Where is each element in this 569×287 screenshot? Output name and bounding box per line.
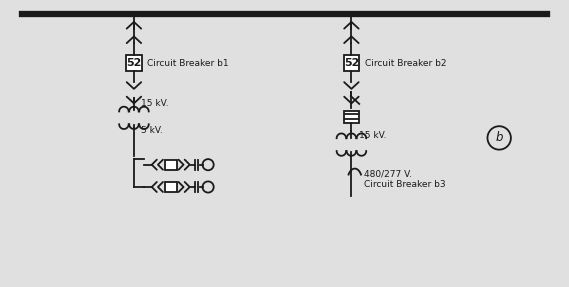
Text: 15 kV.: 15 kV. [141,99,168,108]
Text: b: b [496,131,503,144]
Bar [344,55,359,71]
Text: Circuit Breaker b3: Circuit Breaker b3 [364,180,446,189]
Text: Circuit Breaker b1: Circuit Breaker b1 [147,59,229,68]
Text: Circuit Breaker b2: Circuit Breaker b2 [365,59,446,68]
Bar [165,160,178,170]
Text: 52: 52 [126,58,142,68]
Bar [126,55,142,71]
Text: 5 kV.: 5 kV. [141,126,163,135]
Text: 15 kV.: 15 kV. [358,131,386,140]
Text: 52: 52 [344,58,359,68]
Bar [344,110,359,123]
Text: 480/277 V.: 480/277 V. [364,170,412,179]
Bar [165,182,178,192]
